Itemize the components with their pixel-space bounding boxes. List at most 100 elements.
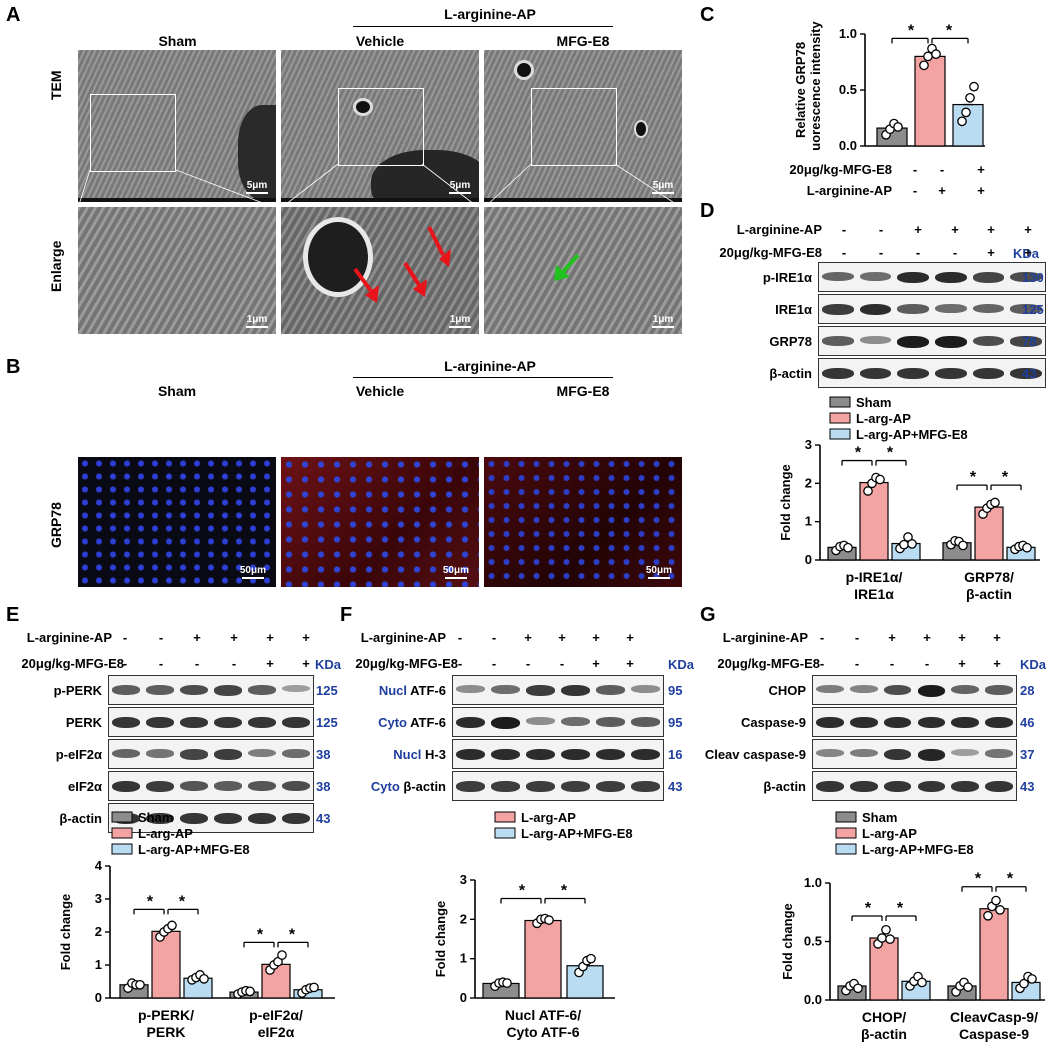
blot-fraction-label: Cyto: [378, 715, 411, 730]
blot-band: [214, 749, 242, 760]
group-divider: [353, 377, 613, 378]
y-tick-label: 0.0: [804, 992, 822, 1007]
y-tick-label: 1: [805, 514, 812, 529]
scale-bar: 5μm: [246, 180, 268, 194]
x-category-label: CleavCasp-9/: [950, 1009, 1038, 1025]
data-point: [917, 977, 927, 988]
kda-header: KDa: [1013, 246, 1040, 261]
blot-kda: 125: [316, 683, 338, 698]
sign-mfg: -: [878, 245, 884, 260]
blot-kda: 43: [316, 811, 331, 826]
blot-row-label: p-IRE1α: [762, 270, 812, 285]
panel-label-g: G: [700, 604, 716, 626]
x-category-label: p-PERK/: [138, 1007, 194, 1023]
blot-band: [146, 717, 174, 729]
y-tick-label: 1.0: [839, 26, 857, 41]
blot-row-label: Caspase-9: [740, 715, 806, 730]
y-tick-label: 0.0: [839, 138, 857, 150]
y-tick-label: 4: [95, 858, 103, 873]
blot-band: [935, 304, 967, 313]
blot-band: [816, 749, 844, 758]
sign-mfg: -: [158, 656, 164, 671]
blot-band: [491, 749, 520, 761]
blot-strip: [452, 707, 664, 737]
x-category-label: Caspase-9: [959, 1026, 1029, 1042]
blot-band: [917, 717, 946, 729]
y-tick-label: 0.5: [839, 82, 857, 97]
blot-band: [526, 685, 555, 696]
blot-band: [849, 685, 878, 694]
treatment-label-larg: L-arginine-AP: [736, 222, 822, 237]
enlarge-image-vehicle: 1μm: [281, 207, 479, 334]
kda-header: KDa: [315, 657, 342, 672]
sign-larg: +: [888, 630, 896, 645]
blot-band: [897, 272, 929, 284]
x-category-label: PERK: [147, 1024, 186, 1040]
zoom-guide-lines: [78, 163, 682, 209]
blot-strip: [108, 739, 314, 769]
blot-band: [897, 368, 929, 380]
sign-mfg: +: [302, 656, 310, 671]
sign-larg: +: [914, 222, 922, 237]
y-tick-label: 1: [95, 957, 102, 972]
blot-band: [596, 781, 625, 792]
blot-band: [935, 368, 967, 380]
tem-image-sham: 5μm: [78, 50, 276, 202]
blot-band: [985, 749, 1013, 758]
significance-star: *: [970, 469, 977, 486]
col-label-vehicle: Vehicle: [355, 33, 405, 49]
sign-larg: -: [491, 630, 497, 645]
blot-band: [631, 749, 660, 761]
bar: [914, 55, 946, 147]
data-point: [167, 920, 177, 931]
panel-label-a: A: [6, 4, 21, 26]
col-label-vehicle: Vehicle: [355, 383, 405, 399]
legend-label: L-arg-AP+MFG-E8: [521, 826, 633, 841]
group-header: L-arginine-AP: [444, 358, 536, 374]
bar: [566, 965, 604, 999]
fluorescence-image-sham: 50μm: [78, 457, 276, 587]
sign-larg: +: [302, 630, 310, 645]
blot-row-label: PERK: [65, 715, 102, 730]
chart-c: 0.0 0.5 1.0 Relative GRP78 fluorescence inte…: [793, 21, 985, 150]
bar: [952, 103, 984, 147]
panel-label-b: B: [6, 356, 21, 378]
blot-band: [816, 781, 844, 793]
zoom-box: [90, 94, 176, 172]
blot-band: [859, 304, 892, 316]
treatment-label-larg: L-arginine-AP: [26, 630, 112, 645]
data-point: [919, 60, 929, 71]
sign-mfg: -: [525, 656, 531, 671]
data-point: [309, 982, 319, 993]
blot-band: [180, 717, 208, 729]
image-footer: [78, 198, 276, 202]
blot-fraction-label: Cyto: [370, 779, 404, 794]
sign: -: [912, 162, 918, 177]
blot-strip: [108, 707, 314, 737]
blot-band: [849, 717, 878, 729]
legend-label: L-arg-AP: [856, 411, 911, 426]
blot-band: [282, 749, 310, 758]
blot-band: [456, 781, 485, 792]
blot-band: [146, 813, 174, 825]
x-category-label: p-eIF2α/: [249, 1007, 303, 1023]
data-point: [983, 910, 993, 921]
x-category-label: β-actin: [861, 1026, 907, 1042]
data-point: [957, 116, 967, 127]
sign-larg: +: [230, 630, 238, 645]
blot-band: [282, 813, 310, 825]
blot-band: [972, 272, 1005, 283]
blot-band: [859, 336, 892, 344]
bar: [524, 919, 562, 999]
legend-label: L-arg-AP+MFG-E8: [138, 842, 250, 857]
sign-larg: +: [592, 630, 600, 645]
blot-band: [180, 781, 208, 791]
x-category-label: CHOP/: [862, 1009, 906, 1025]
blot-band: [112, 781, 140, 793]
blot-row-label: Cyto β-actin: [362, 779, 446, 794]
sign-mfg: +: [266, 656, 274, 671]
blot-band: [951, 685, 980, 695]
blot-protein-label: ATF-6: [410, 683, 446, 698]
sign-mfg: -: [915, 245, 921, 260]
legend-swatch: [111, 811, 133, 823]
